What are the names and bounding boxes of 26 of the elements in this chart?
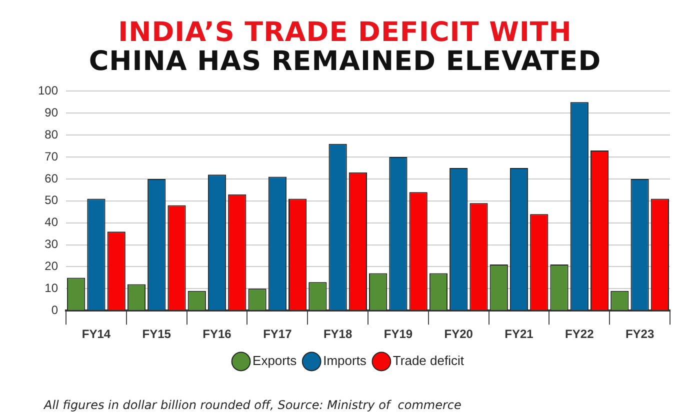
- y-tick-label: 50: [44, 193, 58, 208]
- x-tick-label: FY18: [323, 327, 352, 342]
- y-tick-label: 70: [44, 149, 58, 164]
- x-tick-label: FY23: [625, 327, 654, 342]
- legend-label: Exports: [252, 353, 298, 368]
- x-tick-label: FY22: [565, 327, 594, 342]
- y-tick-label: 20: [44, 259, 58, 274]
- x-tick-label: FY15: [142, 327, 172, 342]
- legend-label: Trade deficit: [392, 353, 464, 368]
- y-tick-label: 10: [44, 280, 58, 295]
- chart-title: INDIA’S TRADE DEFICIT WITH CHINA HAS REMAINED ELEVATED: [88, 17, 602, 77]
- legend-label: Imports: [323, 353, 367, 368]
- x-tick-label: FY20: [444, 327, 474, 342]
- y-tick-label: 100: [38, 84, 58, 98]
- x-tick-label: FY21: [504, 327, 534, 342]
- y-tick-label: 40: [44, 215, 58, 230]
- y-tick-label: 90: [44, 105, 58, 120]
- x-tick-label: FY17: [263, 327, 292, 342]
- x-tick-label: FY19: [384, 327, 413, 342]
- text: All figures in dollar billion rounded off, Source: Ministry of commerce: [44, 398, 462, 412]
- y-tick-label: 30: [44, 237, 58, 252]
- x-tick-label: FY14: [82, 327, 111, 342]
- y-tick-label: 0: [51, 302, 58, 317]
- x-tick-label: FY16: [202, 327, 232, 342]
- y-tick-label: 80: [44, 127, 58, 142]
- y-tick-label: 60: [44, 171, 58, 186]
